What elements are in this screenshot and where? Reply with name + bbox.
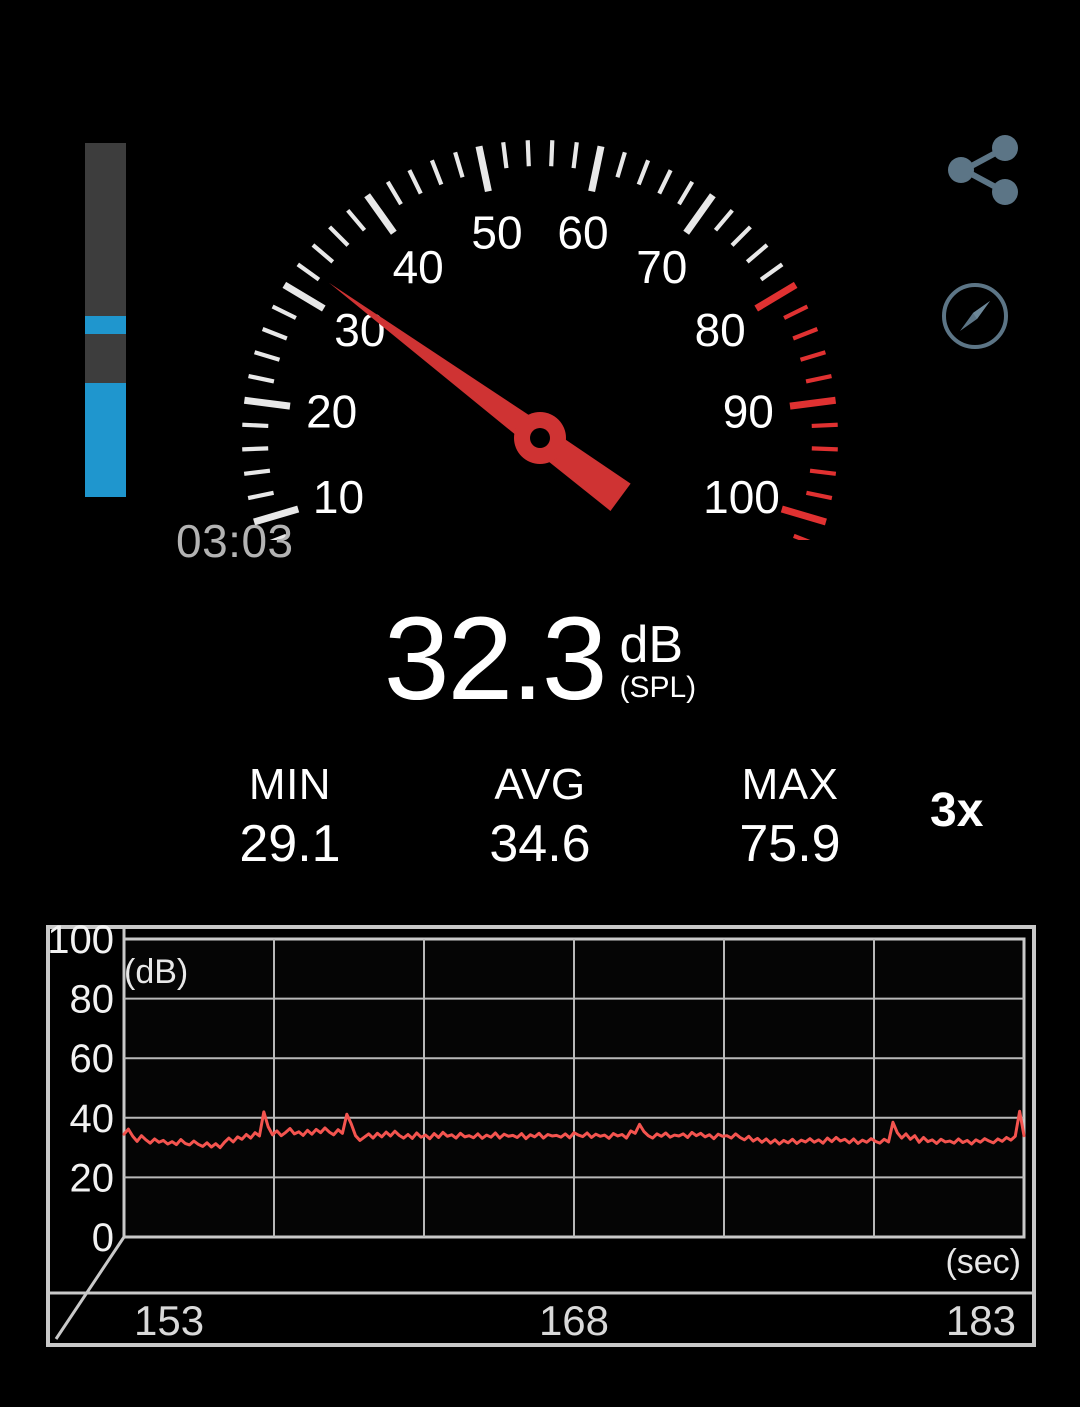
spl-readout: 32.3 dB (SPL): [0, 600, 1080, 718]
stat-min-value: 29.1: [239, 814, 341, 873]
gauge-label-50: 50: [471, 206, 522, 258]
stat-min: MIN 29.1: [170, 760, 410, 874]
stat-max-label: MAX: [741, 760, 839, 809]
gauge-label-20: 20: [306, 385, 357, 437]
stat-max-value: 75.9: [739, 814, 841, 873]
chart-zoom-factor[interactable]: 3x: [930, 784, 984, 837]
stat-avg: AVG 34.6: [420, 760, 660, 874]
share-icon: [948, 135, 1018, 205]
elapsed-timer: 03:03: [176, 515, 294, 567]
stat-avg-value: 34.6: [489, 814, 591, 873]
chart-ytick-100: 100: [47, 925, 114, 962]
gauge-label-90: 90: [723, 385, 774, 437]
spl-unit-group: dB (SPL): [619, 615, 697, 704]
gauge-tick-ring: [242, 140, 838, 540]
gauge-tick-labels: 0102030405060708090100: [306, 206, 780, 523]
chart-ytick-0: 0: [92, 1216, 114, 1260]
spl-gauge: 0102030405060708090100: [150, 70, 930, 540]
gauge-needle: [328, 282, 631, 511]
chart-ytick-40: 40: [70, 1097, 115, 1141]
chart-series-spl: [122, 1109, 1026, 1150]
spl-unit: dB: [619, 615, 684, 674]
level-meter-fill: [85, 383, 126, 497]
gauge-label-100: 100: [703, 471, 780, 523]
chart-xtick-153: 153: [134, 1297, 204, 1344]
stat-avg-label: AVG: [494, 760, 586, 809]
level-meter-peak-marker: [85, 316, 126, 334]
chart-x-tick-labels: 153 168 183: [134, 1297, 1016, 1344]
compass-button[interactable]: [937, 278, 1013, 354]
stats-row: MIN 29.1 AVG 34.6 MAX 75.9: [170, 760, 910, 874]
stat-min-label: MIN: [248, 760, 332, 809]
chart-ytick-80: 80: [70, 978, 115, 1022]
chart-gridlines: [124, 939, 1024, 1237]
share-button[interactable]: [935, 128, 1031, 212]
chart-svg: 0 20 40 60 80 100 153 168 183 (dB) (sec): [46, 925, 1036, 1347]
compass-icon: [942, 283, 1008, 349]
spl-history-chart[interactable]: 0 20 40 60 80 100 153 168 183 (dB) (sec): [46, 925, 1036, 1350]
chart-y-tick-labels: 0 20 40 60 80 100: [47, 925, 114, 1260]
chart-x-axis-label: (sec): [945, 1243, 1021, 1281]
chart-xtick-168: 168: [539, 1297, 609, 1344]
stat-max: MAX 75.9: [670, 760, 910, 874]
spl-unit-subtitle: (SPL): [619, 671, 697, 704]
gauge-label-30: 30: [334, 304, 385, 356]
spl-value: 32.3: [383, 593, 608, 725]
chart-xtick-183: 183: [946, 1297, 1016, 1344]
chart-ytick-60: 60: [70, 1037, 115, 1081]
gauge-label-10: 10: [313, 471, 364, 523]
gauge-svg: 0102030405060708090100: [242, 140, 838, 540]
level-meter-bar: [85, 143, 126, 497]
gauge-label-60: 60: [557, 206, 608, 258]
gauge-label-40: 40: [393, 241, 444, 293]
chart-y-axis-label: (dB): [124, 953, 188, 991]
gauge-label-70: 70: [636, 241, 687, 293]
gauge-label-80: 80: [695, 304, 746, 356]
chart-ytick-20: 20: [70, 1156, 115, 1200]
